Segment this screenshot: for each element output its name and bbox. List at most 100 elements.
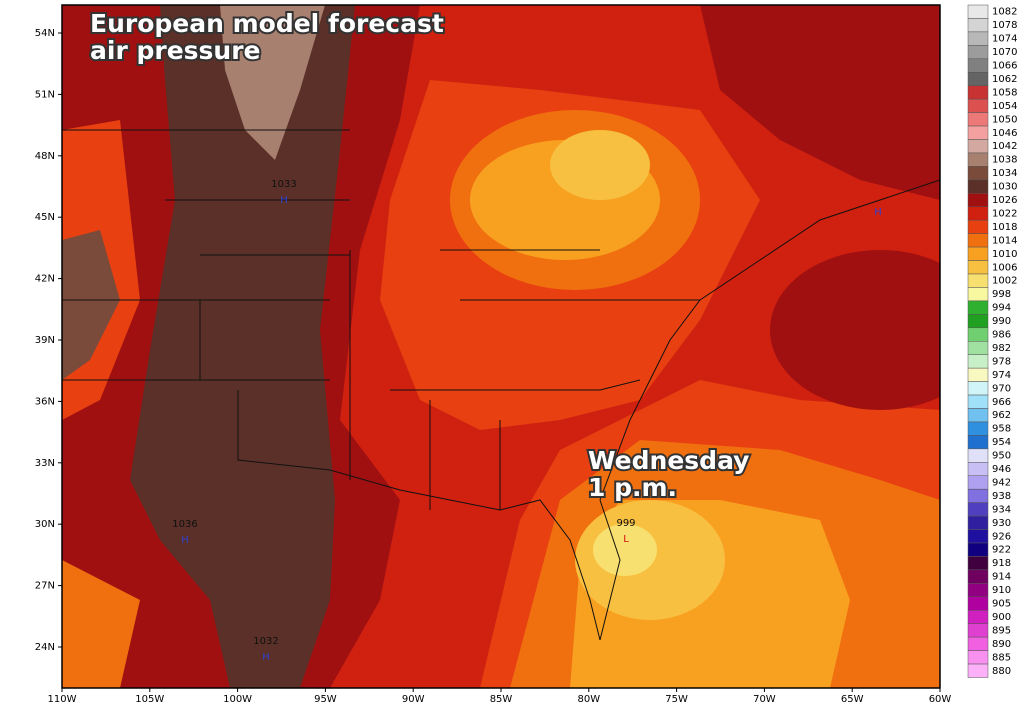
annotation-line: 1 p.m. <box>588 473 677 502</box>
legend-label: 1074 <box>992 34 1017 45</box>
legend-label: 1026 <box>992 195 1017 206</box>
center-symbol: H <box>262 652 270 663</box>
legend-swatch <box>967 233 989 248</box>
legend-label: 982 <box>992 343 1011 354</box>
center-symbol: L <box>623 534 629 545</box>
lon-label: 85W <box>490 694 513 705</box>
legend-swatch <box>967 98 989 113</box>
legend-label: 1006 <box>992 262 1017 273</box>
legend-swatch <box>967 31 989 46</box>
legend-label: 1002 <box>992 276 1017 287</box>
legend-label: 970 <box>992 383 1011 394</box>
legend-label: 1046 <box>992 128 1017 139</box>
legend-swatch <box>967 112 989 127</box>
legend-swatch <box>967 663 989 678</box>
legend-label: 880 <box>992 666 1011 677</box>
legend-swatch <box>967 610 989 624</box>
lat-label: 39N <box>35 335 55 346</box>
annotation-line: Wednesday <box>588 446 749 475</box>
legend-swatch <box>967 206 989 221</box>
lat-label: 54N <box>35 28 55 39</box>
legend-label: 1082 <box>992 7 1017 18</box>
legend-label: 1030 <box>992 182 1017 193</box>
legend-swatch <box>967 462 989 476</box>
legend-swatch <box>967 152 989 167</box>
title-line: European model forecast <box>90 9 444 38</box>
title-line: air pressure <box>90 36 261 65</box>
legend-swatch <box>967 354 989 369</box>
legend-swatch <box>967 408 989 423</box>
lat-label: 48N <box>35 151 55 162</box>
legend-swatch <box>967 260 989 275</box>
lon-label: 95W <box>314 694 337 705</box>
lon-label: 80W <box>577 694 600 705</box>
legend-label: 1014 <box>992 235 1017 246</box>
legend-label: 986 <box>992 330 1011 341</box>
lon-label: 60W <box>929 694 952 705</box>
legend-swatch <box>967 636 989 651</box>
center-symbol: H <box>874 207 882 218</box>
lat-label: 24N <box>35 642 55 653</box>
legend-label: 962 <box>992 410 1011 421</box>
pressure-map <box>62 5 940 688</box>
lon-label: 75W <box>665 694 688 705</box>
legend-swatch <box>967 394 989 409</box>
legend-swatch <box>967 72 989 86</box>
lon-label: 70W <box>753 694 776 705</box>
legend-label: 926 <box>992 531 1011 542</box>
legend-label: 1062 <box>992 74 1017 85</box>
legend-label: 895 <box>992 625 1011 636</box>
legend-label: 958 <box>992 424 1011 435</box>
lon-label: 100W <box>223 694 252 705</box>
legend-swatch <box>967 596 989 611</box>
legend-swatch <box>967 542 989 557</box>
legend-label: 1042 <box>992 141 1017 152</box>
lat-label: 30N <box>35 519 55 530</box>
legend-swatch <box>967 650 989 665</box>
legend-swatch <box>967 193 989 208</box>
legend-label: 1034 <box>992 168 1017 179</box>
legend-label: 914 <box>992 572 1011 583</box>
legend-label: 1070 <box>992 47 1017 58</box>
legend-label: 1050 <box>992 114 1017 125</box>
legend-label: 974 <box>992 370 1011 381</box>
center-symbol: H <box>181 535 189 546</box>
center-symbol: H <box>280 195 288 206</box>
lon-label: 105W <box>135 694 164 705</box>
legend-swatch <box>967 58 989 73</box>
legend-swatch <box>967 85 989 100</box>
pressure-label: 999 <box>616 518 635 529</box>
legend-swatch <box>967 529 989 544</box>
legend-swatch <box>967 556 989 571</box>
legend-label: 938 <box>992 491 1011 502</box>
legend-swatch <box>967 583 989 598</box>
legend-label: 885 <box>992 652 1011 663</box>
legend-swatch <box>967 300 989 315</box>
lon-label: 110W <box>48 694 77 705</box>
lat-label: 27N <box>35 581 55 592</box>
lat-label: 36N <box>35 396 55 407</box>
legend-swatch <box>967 139 989 154</box>
legend-swatch <box>967 314 989 329</box>
legend-swatch <box>967 448 989 463</box>
legend-swatch <box>967 18 989 33</box>
legend-label: 966 <box>992 397 1011 408</box>
legend-label: 978 <box>992 356 1011 367</box>
legend-label: 942 <box>992 477 1011 488</box>
legend-swatch <box>967 623 989 638</box>
legend-label: 998 <box>992 289 1011 300</box>
legend-swatch <box>967 219 989 234</box>
legend-swatch <box>967 421 989 436</box>
pressure-label: 1036 <box>172 519 197 530</box>
legend-label: 1018 <box>992 222 1017 233</box>
lat-label: 33N <box>35 458 55 469</box>
legend-label: 1010 <box>992 249 1017 260</box>
legend-swatch <box>967 287 989 302</box>
legend-swatch <box>967 502 989 517</box>
legend-label: 950 <box>992 451 1011 462</box>
legend-swatch <box>967 515 989 530</box>
legend-swatch <box>967 475 989 490</box>
lat-label: 42N <box>35 274 55 285</box>
legend-swatch <box>967 125 989 140</box>
